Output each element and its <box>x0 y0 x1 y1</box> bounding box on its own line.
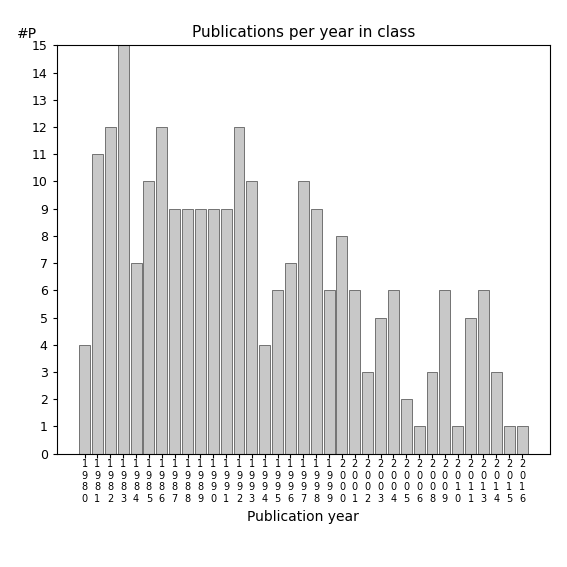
Bar <box>324 290 335 454</box>
Bar <box>517 426 527 454</box>
Bar <box>234 127 244 454</box>
Bar <box>414 426 425 454</box>
Bar <box>439 290 450 454</box>
Bar <box>465 318 476 454</box>
Bar <box>143 181 154 454</box>
Bar <box>79 345 90 454</box>
Bar <box>426 372 438 454</box>
Bar <box>247 181 257 454</box>
Bar <box>362 372 373 454</box>
Bar <box>336 236 348 454</box>
Bar <box>285 263 296 454</box>
Bar <box>388 290 399 454</box>
Bar <box>311 209 321 454</box>
Bar <box>182 209 193 454</box>
Bar <box>349 290 360 454</box>
Bar <box>195 209 206 454</box>
Bar <box>169 209 180 454</box>
Bar <box>375 318 386 454</box>
Title: Publications per year in class: Publications per year in class <box>192 25 415 40</box>
Bar <box>452 426 463 454</box>
Bar <box>503 426 515 454</box>
Bar <box>259 345 270 454</box>
Bar <box>401 399 412 454</box>
Bar <box>208 209 219 454</box>
Text: #P: #P <box>17 27 37 41</box>
X-axis label: Publication year: Publication year <box>247 510 359 523</box>
Bar <box>130 263 142 454</box>
Bar <box>92 154 103 454</box>
Bar <box>105 127 116 454</box>
Bar <box>272 290 283 454</box>
Bar <box>118 45 129 454</box>
Bar <box>221 209 231 454</box>
Bar <box>491 372 502 454</box>
Bar <box>156 127 167 454</box>
Bar <box>478 290 489 454</box>
Bar <box>298 181 309 454</box>
